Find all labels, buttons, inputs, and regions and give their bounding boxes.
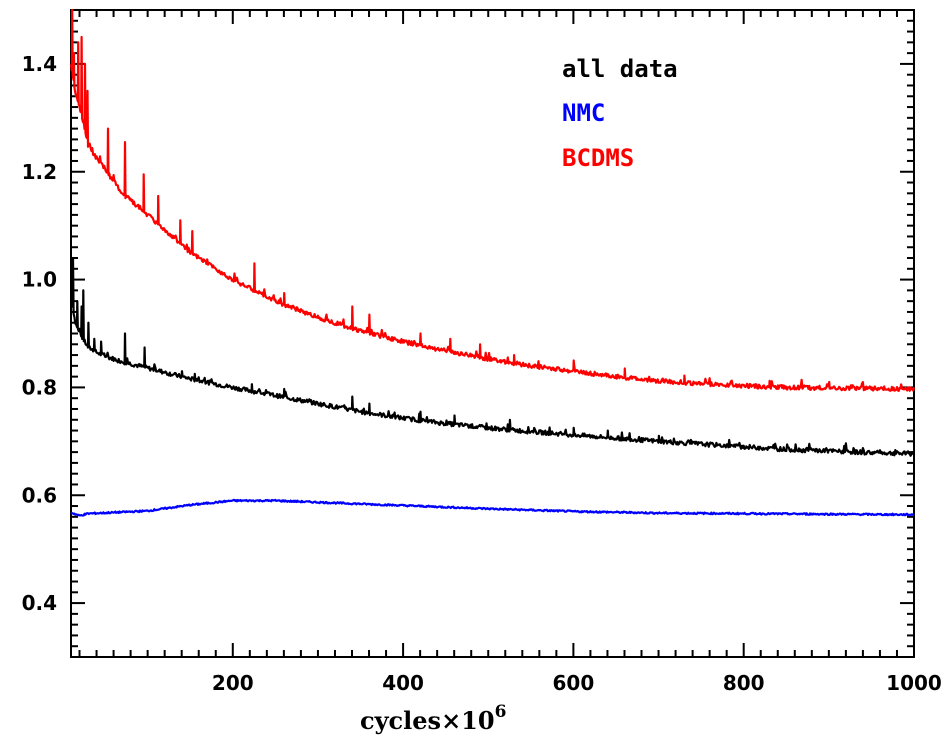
x-tick-label: 200 xyxy=(212,671,254,695)
x-axis-title: cycles×106 xyxy=(360,702,506,735)
x-tick-label: 400 xyxy=(382,671,424,695)
legend-entry: all data xyxy=(562,55,678,83)
y-tick-label: 1.0 xyxy=(22,268,57,292)
series-line xyxy=(69,8,916,392)
x-axis-title-exponent: 6 xyxy=(495,702,507,722)
x-axis-title-base: cycles×10 xyxy=(360,706,495,735)
legend: all data NMC BCDMS xyxy=(562,55,678,172)
series-line xyxy=(70,498,915,517)
axis-ticks xyxy=(71,10,915,658)
y-tick-label: 0.4 xyxy=(22,591,57,615)
legend-entry: BCDMS xyxy=(562,144,634,172)
plot-frame xyxy=(70,9,915,658)
x-tick-label: 600 xyxy=(553,671,595,695)
series-lines xyxy=(69,8,916,517)
tick-labels: 200 400 600 800 1000 0.4 0.6 0.8 1.0 1.2 1.4 xyxy=(22,52,942,695)
legend-entry: NMC xyxy=(562,99,605,127)
y-tick-label: 1.2 xyxy=(22,160,57,184)
series-line xyxy=(69,256,916,457)
y-tick-label: 0.8 xyxy=(22,375,57,399)
x-tick-label: 1000 xyxy=(886,671,942,695)
x-tick-label: 800 xyxy=(723,671,765,695)
y-tick-label: 1.4 xyxy=(22,52,57,76)
y-tick-label: 0.6 xyxy=(22,483,57,507)
